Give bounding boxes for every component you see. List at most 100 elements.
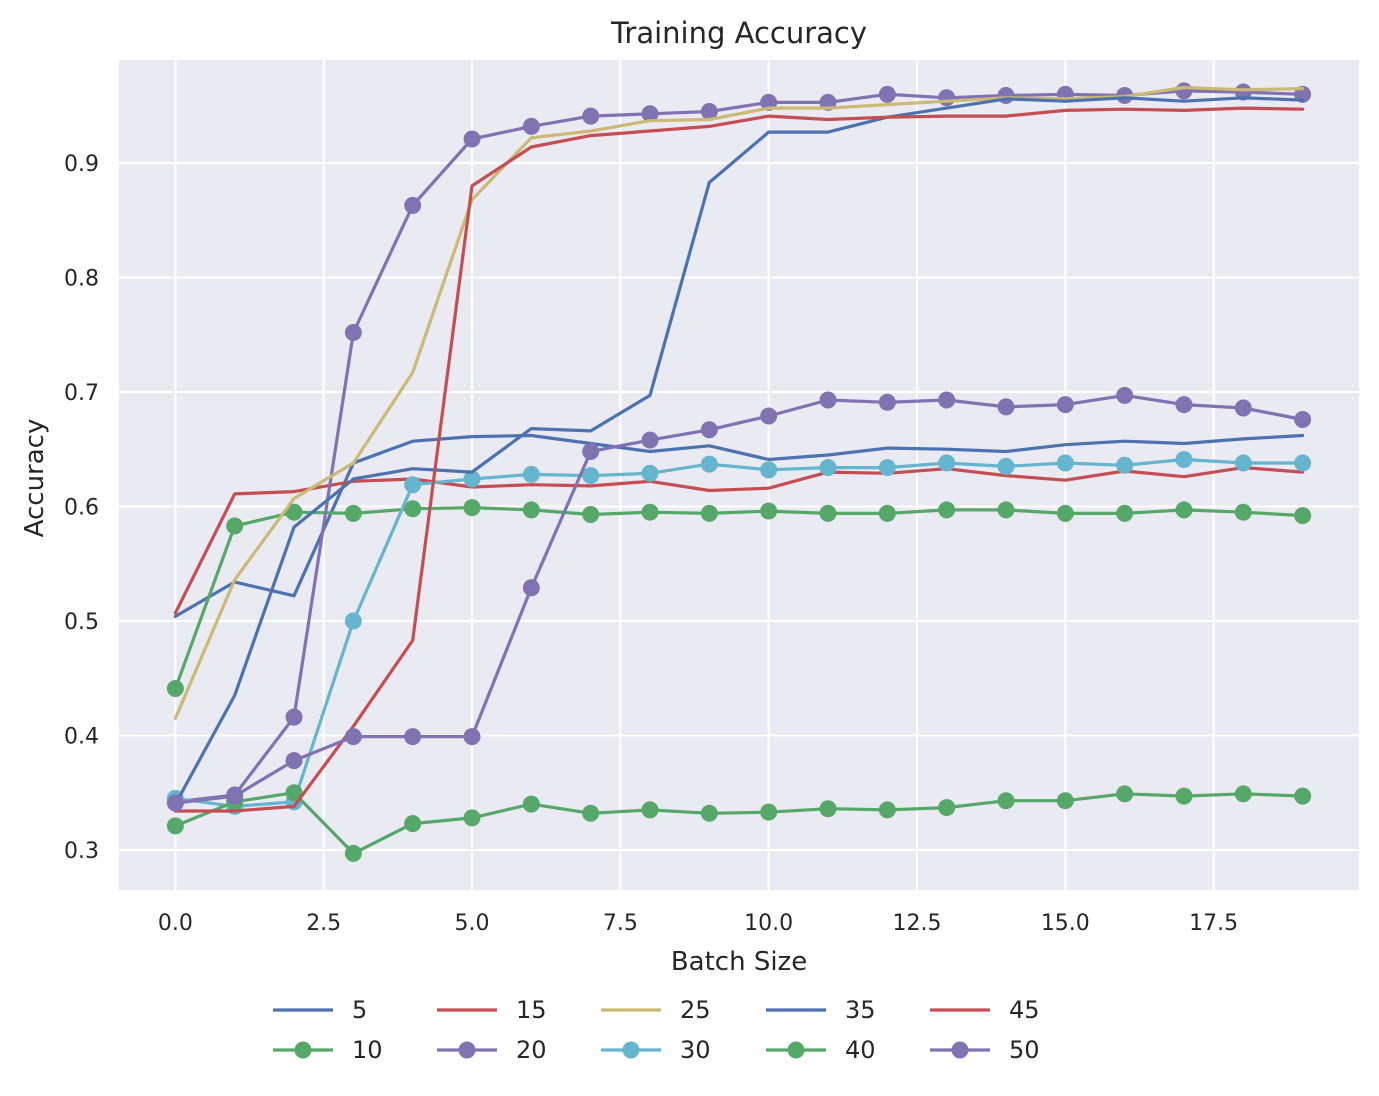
data-point: [582, 804, 600, 822]
legend-label: 35: [845, 996, 876, 1024]
data-point: [878, 85, 896, 103]
x-tick-label: 7.5: [603, 911, 638, 936]
x-tick-label: 17.5: [1189, 911, 1238, 936]
series-line-50: [173, 393, 1305, 805]
series-45: [173, 106, 1305, 813]
data-point: [166, 680, 184, 698]
legend-marker: [787, 1041, 805, 1059]
data-point: [285, 503, 303, 521]
data-point: [819, 391, 837, 409]
data-point: [1175, 787, 1193, 805]
data-point: [1056, 792, 1074, 810]
data-point: [878, 801, 896, 819]
series-line-40: [173, 791, 1305, 856]
series-line-5: [173, 433, 1305, 619]
data-point: [463, 728, 481, 746]
data-point: [938, 799, 956, 817]
data-point: [641, 464, 659, 482]
data-point: [522, 579, 540, 597]
legend-marker: [458, 1041, 476, 1059]
x-tick-label: 15.0: [1041, 911, 1090, 936]
data-point: [344, 323, 362, 341]
y-tick-label: 0.8: [64, 267, 99, 292]
data-point: [938, 391, 956, 409]
data-point: [166, 817, 184, 835]
series-lines: [166, 82, 1312, 862]
data-point: [522, 501, 540, 519]
x-tick-label: 5.0: [455, 911, 490, 936]
data-point: [582, 443, 600, 461]
data-point: [1175, 82, 1193, 100]
series-5: [173, 433, 1305, 619]
data-point: [1056, 396, 1074, 414]
legend-marker: [622, 1041, 640, 1059]
legend-item-50: 50: [930, 1036, 1040, 1064]
data-point: [1116, 785, 1134, 803]
data-point: [997, 398, 1015, 416]
legend-marker: [951, 1041, 969, 1059]
legend-label: 30: [680, 1036, 711, 1064]
data-point: [522, 795, 540, 813]
data-point: [463, 470, 481, 488]
legend-label: 45: [1009, 996, 1040, 1024]
data-point: [1294, 410, 1312, 428]
legend-item-25: 25: [601, 996, 711, 1024]
data-point: [1175, 451, 1193, 469]
y-tick-label: 0.6: [64, 495, 99, 520]
data-point: [582, 467, 600, 485]
data-point: [463, 130, 481, 148]
series-line-45: [173, 106, 1305, 813]
data-point: [641, 801, 659, 819]
data-point: [700, 103, 718, 121]
data-point: [404, 815, 422, 833]
legend-marker: [294, 1041, 312, 1059]
data-point: [641, 105, 659, 123]
legend-item-15: 15: [437, 996, 547, 1024]
legend-label: 25: [680, 996, 711, 1024]
data-point: [1116, 386, 1134, 404]
data-point: [760, 803, 778, 821]
data-point: [700, 804, 718, 822]
data-point: [819, 459, 837, 477]
data-point: [522, 465, 540, 483]
legend-item-30: 30: [601, 1036, 711, 1064]
data-point: [404, 500, 422, 518]
x-tick-label: 2.5: [306, 911, 341, 936]
data-point: [700, 421, 718, 439]
data-point: [641, 503, 659, 521]
data-point: [819, 504, 837, 522]
series-10: [166, 499, 1312, 698]
y-tick-label: 0.5: [64, 610, 99, 635]
y-tick-label: 0.3: [64, 839, 99, 864]
data-point: [1234, 503, 1252, 521]
data-point: [997, 501, 1015, 519]
data-point: [700, 455, 718, 473]
data-point: [938, 89, 956, 107]
legend-label: 20: [516, 1036, 547, 1064]
data-point: [878, 504, 896, 522]
data-point: [226, 787, 244, 805]
legend: 5 10 15 20 25 30 35 40 45 50: [273, 996, 1040, 1064]
data-point: [760, 461, 778, 479]
legend-label: 15: [516, 996, 547, 1024]
legend-item-10: 10: [273, 1036, 383, 1064]
data-point: [1116, 456, 1134, 474]
data-point: [404, 476, 422, 494]
data-point: [938, 501, 956, 519]
chart-title: Training Accuracy: [610, 16, 867, 50]
x-tick-labels: 0.0 2.5 5.0 7.5 10.0 12.5 15.0 17.5: [158, 911, 1238, 936]
legend-label: 5: [352, 996, 367, 1024]
data-point: [463, 499, 481, 517]
data-point: [344, 612, 362, 630]
series-50: [166, 386, 1312, 812]
data-point: [1056, 504, 1074, 522]
data-point: [582, 505, 600, 523]
x-axis-title: Batch Size: [671, 947, 807, 977]
legend-item-5: 5: [273, 996, 367, 1024]
data-point: [760, 502, 778, 520]
series-line-35: [173, 96, 1305, 806]
data-point: [285, 708, 303, 726]
x-tick-label: 10.0: [744, 911, 793, 936]
